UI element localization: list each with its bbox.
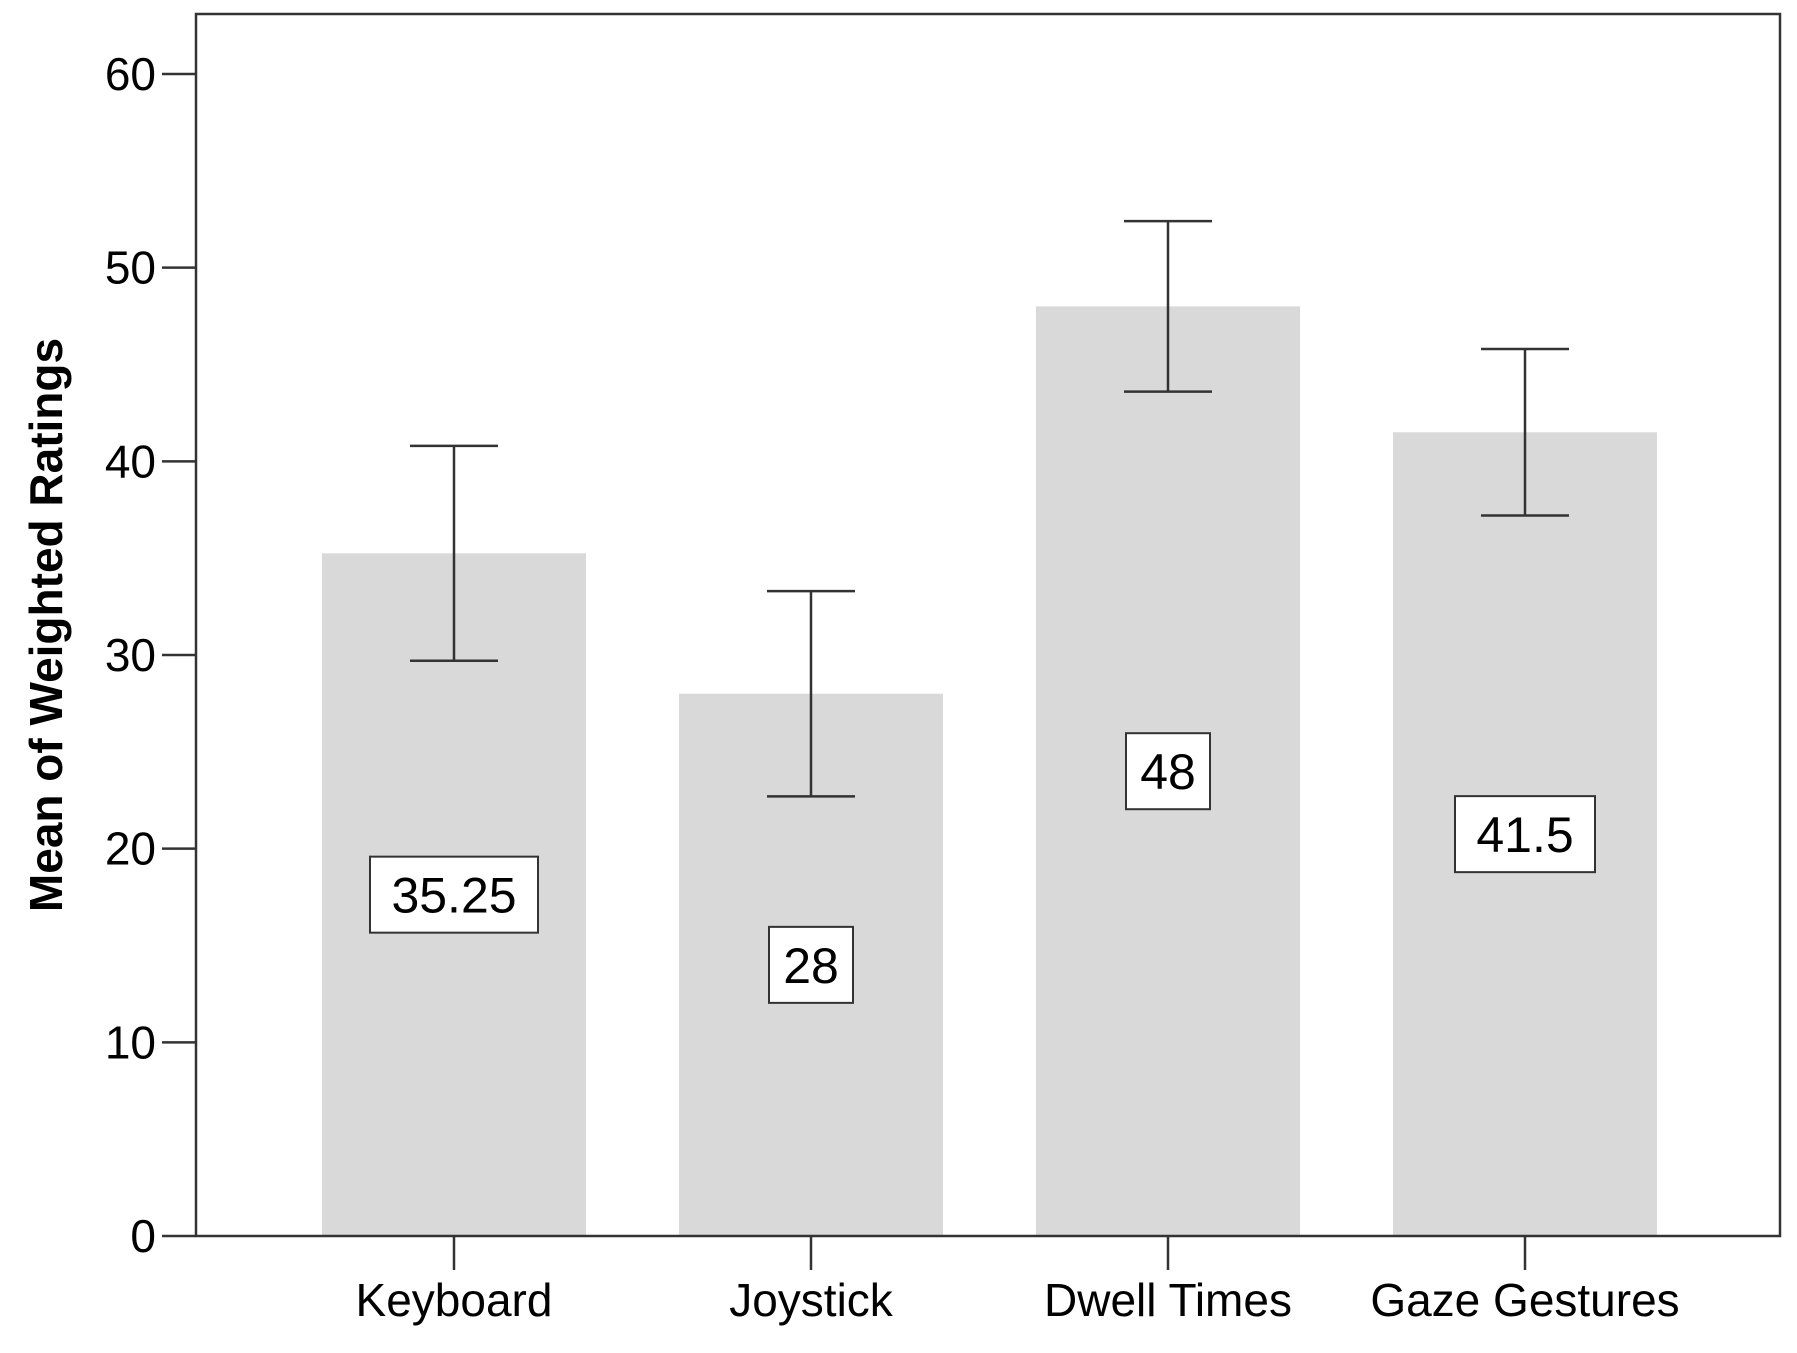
data-label: 35.25 bbox=[391, 868, 516, 924]
data-label: 41.5 bbox=[1476, 807, 1573, 863]
data-label-box bbox=[768, 925, 854, 1004]
y-tick-label: 10 bbox=[105, 1016, 156, 1068]
y-tick-label: 0 bbox=[130, 1210, 156, 1262]
y-tick-label: 50 bbox=[105, 242, 156, 294]
data-label: 28 bbox=[783, 938, 839, 994]
y-tick-label: 20 bbox=[105, 823, 156, 875]
data-label-box bbox=[1454, 795, 1596, 874]
x-tick-label: Keyboard bbox=[356, 1274, 553, 1326]
data-label-box bbox=[1125, 732, 1211, 811]
y-tick-label: 30 bbox=[105, 629, 156, 681]
y-tick-label: 60 bbox=[105, 48, 156, 100]
x-tick-label: Dwell Times bbox=[1044, 1274, 1292, 1326]
data-label: 48 bbox=[1140, 744, 1196, 800]
y-axis-label: Mean of Weighted Ratings bbox=[20, 338, 72, 912]
data-label-box bbox=[369, 855, 539, 934]
plot-frame bbox=[194, 12, 1782, 1238]
x-tick-label: Gaze Gestures bbox=[1370, 1274, 1679, 1326]
y-tick-label: 40 bbox=[105, 435, 156, 487]
x-tick-label: Joystick bbox=[729, 1274, 894, 1326]
